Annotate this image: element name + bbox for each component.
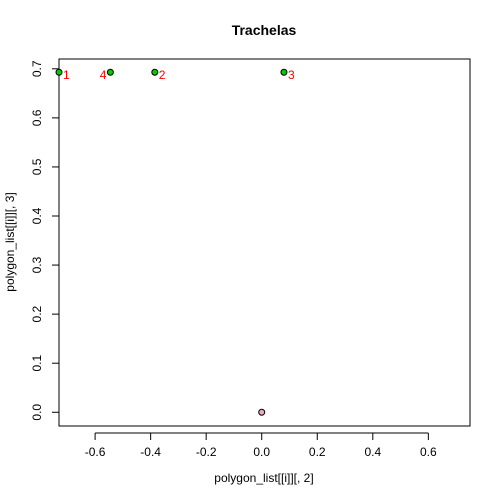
data-point: [258, 408, 266, 416]
y-tick-label: 0.5: [30, 158, 44, 175]
y-tick-label: 0.2: [30, 305, 44, 322]
x-axis: -0.6 -0.4 -0.2 0.0 0.2 0.4 0.6: [85, 432, 437, 459]
point-label: 2: [159, 68, 166, 82]
y-tick-label: 0.1: [30, 355, 44, 372]
y-axis-label: polygon_list[[i]][, 3]: [3, 192, 17, 291]
x-tick-label: -0.4: [140, 445, 161, 459]
data-point: [106, 68, 114, 76]
x-tick-label: 0.0: [253, 445, 270, 459]
data-point: [280, 68, 288, 76]
y-tick-label: 0.0: [30, 404, 44, 421]
y-tick-label: 0.3: [30, 256, 44, 273]
plot-frame: [58, 58, 471, 427]
y-tick-label: 0.6: [30, 109, 44, 126]
y-tick-label: 0.4: [30, 207, 44, 224]
data-point: [151, 68, 159, 76]
y-axis: 0.0 0.1 0.2 0.3 0.4 0.5 0.6 0.7: [30, 60, 60, 421]
point-label: 3: [288, 68, 295, 82]
x-axis-label: polygon_list[[i]][, 2]: [214, 471, 313, 485]
x-tick-label: -0.6: [85, 445, 106, 459]
x-tick-label: 0.4: [364, 445, 381, 459]
x-tick-label: 0.6: [420, 445, 437, 459]
point-label: 1: [63, 68, 70, 82]
x-tick-label: 0.2: [309, 445, 326, 459]
x-tick-label: -0.2: [196, 445, 217, 459]
chart-title: Trachelas: [232, 22, 297, 38]
data-point: [55, 68, 63, 76]
point-label: 4: [100, 68, 107, 82]
y-tick-label: 0.7: [30, 60, 44, 77]
data-points: 1 2 3 4: [55, 68, 295, 416]
